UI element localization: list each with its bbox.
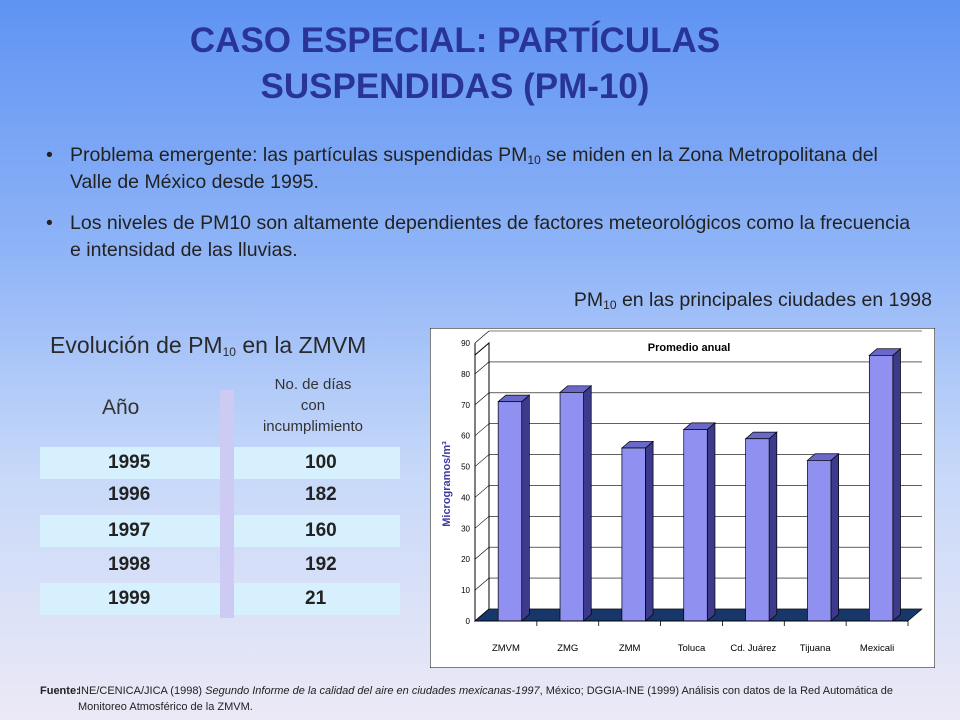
row-year: 1996 — [108, 484, 151, 505]
chart-bars — [497, 347, 902, 622]
row-year: 1999 — [108, 588, 151, 609]
x-tick-label: Toluca — [678, 643, 706, 654]
row-year: 1995 — [108, 452, 151, 473]
footnote-label: Fuente: — [40, 685, 80, 697]
gridline-side — [474, 361, 490, 375]
bar-front — [745, 438, 770, 622]
x-tick-label: ZMVM — [492, 643, 520, 654]
bar-side — [521, 394, 530, 622]
y-axis-label: Microgramos/m³ — [441, 441, 453, 527]
bar-side — [830, 453, 840, 622]
bar — [559, 385, 593, 622]
bullet-dot-icon: • — [46, 212, 53, 234]
y-tick-label: 0 — [466, 617, 471, 626]
x-axis-ticks: ZMVM ZMG ZMM Toluca Cd. Juárez Tijuana Mexical… — [475, 620, 909, 654]
table-row: 1998 192 — [40, 549, 400, 581]
bar — [682, 422, 716, 622]
y-tick-label: 30 — [461, 524, 470, 533]
bar-front — [868, 355, 894, 622]
bar-side — [892, 347, 901, 622]
gridline-side — [474, 454, 490, 467]
column-header-days-line: con — [300, 397, 326, 414]
column-header-days: No. de días con incumplimiento — [258, 374, 368, 437]
footnote-part: , México; DGGIA-INE (1999) Análisis con … — [78, 685, 894, 713]
gridline-side — [474, 516, 490, 529]
chart-side-wall — [474, 341, 490, 623]
gridline-side — [474, 392, 490, 406]
column-header-days-line: No. de días — [274, 376, 352, 393]
bar-front — [621, 447, 646, 622]
y-tick-label: 40 — [461, 493, 470, 502]
bar-front — [497, 401, 523, 622]
footnote-text: INE/CENICA/JICA (1998) Segundo Informe d… — [78, 683, 940, 715]
y-tick-label: 80 — [461, 370, 470, 379]
gridline-side — [474, 423, 490, 436]
bullet-text: Los niveles de PM10 son altamente depend… — [70, 212, 911, 261]
y-tick-label: 50 — [461, 463, 470, 472]
bar-side — [706, 422, 716, 622]
row-days: 192 — [305, 554, 337, 575]
bar-front — [807, 460, 832, 622]
footnote-italic: Segundo Informe de la calidad del aire e… — [205, 685, 540, 697]
bullet-dot-icon: • — [46, 144, 53, 166]
y-axis-ticks: 0 10 20 30 40 50 60 70 80 90 — [461, 339, 470, 626]
row-days: 160 — [305, 520, 337, 541]
chart-inner-title: Promedio anual — [648, 342, 731, 354]
title-line-2: SUSPENDIDAS (PM-10) — [260, 67, 650, 106]
x-tick-label: ZMM — [619, 643, 641, 654]
bar-side — [645, 440, 654, 622]
bullet-subscript: 10 — [527, 153, 541, 167]
page-title: CASO ESPECIAL: PARTÍCULAS SUSPENDIDAS (P… — [0, 18, 910, 110]
table-title-sub: 10 — [222, 345, 236, 359]
table-title-pre: Evolución de PM — [50, 332, 223, 358]
chart-heading-post: en las principales ciudades en 1998 — [616, 289, 932, 311]
title-line-1: CASO ESPECIAL: PARTÍCULAS — [189, 21, 721, 60]
x-tick-label: Cd. Juárez — [730, 643, 776, 654]
bar-side — [583, 385, 592, 622]
table-title-post: en la ZMVM — [235, 332, 367, 358]
bar — [620, 440, 655, 622]
footnote-part: INE/CENICA/JICA (1998) — [78, 685, 206, 697]
gridline-side — [474, 577, 490, 591]
y-tick-label: 70 — [461, 401, 470, 410]
bullet-item: • Los niveles de PM10 son altamente depe… — [46, 210, 916, 264]
bar — [497, 394, 531, 622]
row-year: 1998 — [108, 554, 151, 575]
row-days: 21 — [305, 588, 327, 609]
column-header-year: Año — [102, 396, 140, 419]
row-year: 1997 — [108, 520, 151, 541]
chart-heading: PM10 en las principales ciudades en 1998 — [574, 289, 932, 312]
y-tick-label: 60 — [461, 432, 470, 441]
chart-heading-sub: 10 — [603, 298, 617, 312]
bar-side — [768, 431, 778, 622]
bullet-item: • Problema emergente: las partículas sus… — [46, 142, 916, 196]
bullet-text: Problema emergente: las partículas suspe… — [70, 144, 528, 166]
y-tick-label: 20 — [461, 555, 470, 564]
bullet-list: • Problema emergente: las partículas sus… — [46, 142, 916, 278]
bar — [868, 347, 902, 622]
table-divider-bar — [220, 390, 234, 618]
bar — [806, 453, 840, 622]
x-tick-label: ZMG — [557, 643, 578, 654]
bar-front — [683, 429, 708, 622]
x-tick-label: Tijuana — [800, 643, 832, 654]
bullet-text-cont: se miden en la Zona Metropolitana del Va… — [70, 144, 878, 193]
column-header-days-line: incumplimiento — [262, 418, 364, 435]
gridline-side — [474, 546, 490, 560]
bar — [744, 431, 778, 622]
gridline-side — [474, 330, 490, 344]
table-row: 1996 182 — [40, 479, 400, 511]
table-title: Evolución de PM10 en la ZMVM — [50, 332, 366, 359]
pm10-bar-chart: 0 10 20 30 40 50 60 70 80 90 ZMVM ZMG ZMM Toluca Cd. … — [430, 328, 935, 668]
gridline-side — [474, 485, 490, 498]
y-tick-label: 10 — [461, 586, 470, 595]
y-tick-label: 90 — [461, 339, 470, 348]
row-days: 100 — [305, 452, 337, 473]
x-tick-label: Mexicali — [860, 643, 894, 654]
row-days: 182 — [305, 484, 337, 505]
bar-front — [559, 392, 584, 622]
chart-heading-pre: PM — [573, 289, 604, 311]
source-footnote: Fuente: INE/CENICA/JICA (1998) Segundo I… — [40, 683, 940, 715]
